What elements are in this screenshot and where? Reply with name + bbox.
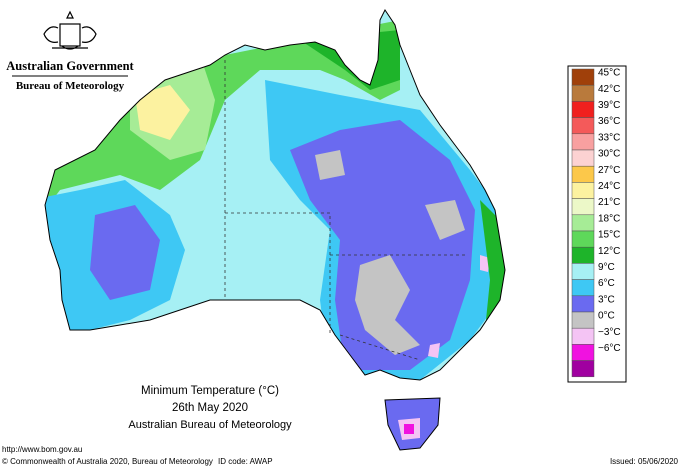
legend-swatch [571,182,595,199]
footer-copyright: © Commonwealth of Australia 2020, Bureau… [2,457,213,466]
caption-source: Australian Bureau of Meteorology [128,419,292,431]
state-borders [224,60,465,361]
legend-swatch [571,117,595,135]
header-subtitle: Bureau of Meteorology [16,80,125,92]
legend-label: 39°C [598,100,620,111]
legend-swatch [571,101,595,118]
legend-label: 3°C [598,294,615,305]
crest [43,10,97,50]
legend-label: 27°C [598,165,620,176]
legend-swatch [571,327,595,345]
footer-id: ID code: AWAP [218,457,273,466]
legend-swatch [571,263,595,280]
legend-label: 18°C [598,213,620,224]
legend-label: 12°C [598,246,620,257]
legend-swatch [571,214,595,232]
caption-date: 26th May 2020 [172,402,248,414]
footer-url: http://www.bom.gov.au [2,445,82,454]
legend-label: −6°C [598,343,621,354]
legend-label: −3°C [598,327,621,338]
legend-label: 30°C [598,149,620,160]
legend-swatch [571,344,595,361]
legend-swatch [571,246,595,264]
legend-label: 21°C [598,197,620,208]
legend-label: 15°C [598,230,620,241]
legend-swatch [571,230,595,248]
caption-title: Minimum Temperature (°C) [141,385,279,397]
footer-issued: Issued: 05/06/2020 [610,457,679,466]
legend-swatch [571,165,595,183]
legend-swatch [571,311,595,329]
tasmania [384,397,441,451]
header-title: Australian Government [6,59,134,73]
legend: 45°C 42°C 39°C 36°C 33°C 30°C 27°C 24°C 21°C 18°C… [571,68,621,378]
legend-swatch [571,279,595,297]
legend-label: 33°C [598,132,620,143]
legend-swatch [571,68,595,86]
legend-label: 36°C [598,116,620,127]
legend-swatch [571,84,595,102]
legend-label: 42°C [598,84,620,95]
legend-label: 6°C [598,278,615,289]
legend-label: 9°C [598,262,615,273]
legend-label: 24°C [598,181,620,192]
legend-label: 45°C [598,68,620,79]
legend-swatch [571,133,595,151]
legend-swatch [571,360,595,378]
legend-swatch [571,295,595,313]
legend-swatch [571,149,595,167]
legend-swatch [571,198,595,216]
legend-label: 0°C [598,311,615,322]
